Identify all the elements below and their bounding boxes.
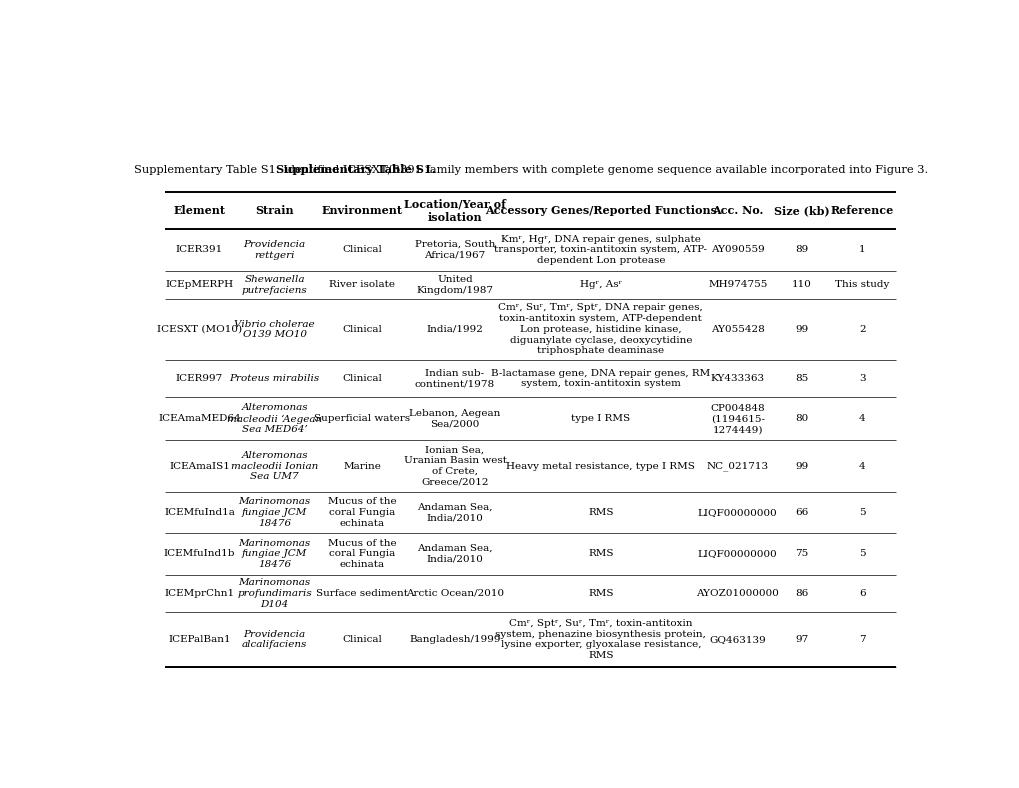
Text: 1: 1 [858, 245, 865, 255]
Text: Clinical: Clinical [342, 325, 382, 334]
Text: 7: 7 [858, 635, 865, 644]
Text: Marinomonas
fungiae JCM
18476: Marinomonas fungiae JCM 18476 [238, 539, 311, 569]
Text: ICEMfuInd1b: ICEMfuInd1b [163, 549, 235, 559]
Text: Clinical: Clinical [342, 635, 382, 644]
Text: 5: 5 [858, 549, 865, 559]
Text: MH974755: MH974755 [707, 281, 766, 289]
Text: Andaman Sea,
India/2010: Andaman Sea, India/2010 [417, 544, 492, 563]
Text: ICEMfuInd1a: ICEMfuInd1a [164, 508, 234, 517]
Text: LIQF00000000: LIQF00000000 [697, 508, 776, 517]
Text: ICESXT (MO10): ICESXT (MO10) [157, 325, 242, 334]
Text: 86: 86 [795, 589, 808, 598]
Text: Bangladesh/1999: Bangladesh/1999 [409, 635, 500, 644]
Text: Supplementary Table S1.: Supplementary Table S1. [275, 164, 435, 175]
Text: Providencia
rettgeri: Providencia rettgeri [244, 240, 306, 260]
Text: Reference: Reference [829, 205, 893, 216]
Text: Strain: Strain [255, 205, 293, 216]
Text: 4: 4 [858, 414, 865, 423]
Text: type I RMS: type I RMS [571, 414, 630, 423]
Text: River isolate: River isolate [329, 281, 395, 289]
Text: 97: 97 [795, 635, 808, 644]
Text: Marinomonas
fungiae JCM
18476: Marinomonas fungiae JCM 18476 [238, 497, 311, 528]
Text: 110: 110 [792, 281, 811, 289]
Text: RMS: RMS [587, 549, 612, 559]
Text: Size (kb): Size (kb) [773, 205, 829, 216]
Text: 3: 3 [858, 374, 865, 383]
Text: Proteus mirabilis: Proteus mirabilis [229, 374, 319, 383]
Text: Mucus of the
coral Fungia
echinata: Mucus of the coral Fungia echinata [328, 539, 396, 569]
Text: Heavy metal resistance, type I RMS: Heavy metal resistance, type I RMS [505, 462, 695, 470]
Text: ICEPalBan1: ICEPalBan1 [168, 635, 230, 644]
Text: 66: 66 [795, 508, 808, 517]
Text: Providencia
alcalifaciens: Providencia alcalifaciens [242, 630, 307, 649]
Text: AY055428: AY055428 [710, 325, 764, 334]
Text: Alteromonas
macleodii Ionian
Sea UM7: Alteromonas macleodii Ionian Sea UM7 [230, 451, 318, 481]
Text: Environment: Environment [321, 205, 403, 216]
Text: Kmʳ, Hgʳ, DNA repair genes, sulphate
transporter, toxin-antitoxin system, ATP-
d: Kmʳ, Hgʳ, DNA repair genes, sulphate tra… [494, 235, 706, 265]
Text: AY090559: AY090559 [710, 245, 764, 255]
Text: AYOZ01000000: AYOZ01000000 [696, 589, 779, 598]
Text: CP004848
(1194615-
1274449): CP004848 (1194615- 1274449) [709, 403, 764, 434]
Text: Surface sediment: Surface sediment [316, 589, 408, 598]
Text: ICEMprChn1: ICEMprChn1 [164, 589, 234, 598]
Text: Cmʳ, Sptʳ, Suʳ, Tmʳ, toxin-antitoxin
system, phenazine biosynthesis protein,
lys: Cmʳ, Sptʳ, Suʳ, Tmʳ, toxin-antitoxin sys… [495, 619, 705, 660]
Text: Location/Year of
isolation: Location/Year of isolation [404, 198, 505, 223]
Text: ICER997: ICER997 [175, 374, 223, 383]
Text: 75: 75 [795, 549, 808, 559]
Text: Mucus of the
coral Fungia
echinata: Mucus of the coral Fungia echinata [328, 497, 396, 528]
Text: ICEAmaIS1: ICEAmaIS1 [169, 462, 229, 470]
Text: Superficial waters: Superficial waters [314, 414, 410, 423]
Text: 5: 5 [858, 508, 865, 517]
Text: Vibrio cholerae
O139 MO10: Vibrio cholerae O139 MO10 [234, 319, 315, 340]
Text: India/1992: India/1992 [426, 325, 483, 334]
Text: ICEAmaMED64: ICEAmaMED64 [158, 414, 240, 423]
Text: Shewanella
putrefaciens: Shewanella putrefaciens [242, 275, 307, 295]
Text: Lebanon, Aegean
Sea/2000: Lebanon, Aegean Sea/2000 [409, 409, 500, 429]
Text: RMS: RMS [587, 589, 612, 598]
Text: Clinical: Clinical [342, 374, 382, 383]
Text: Supplementary Table S1. Identified ICESXT/R391 family members with complete geno: Supplementary Table S1. Identified ICESX… [133, 165, 927, 175]
Text: Clinical: Clinical [342, 245, 382, 255]
Text: KY433363: KY433363 [710, 374, 764, 383]
Text: ICER391: ICER391 [175, 245, 223, 255]
Text: Marine: Marine [343, 462, 381, 470]
Text: Arctic Ocean/2010: Arctic Ocean/2010 [406, 589, 503, 598]
Text: LIQF00000000: LIQF00000000 [697, 549, 776, 559]
Text: 99: 99 [795, 325, 808, 334]
Text: 6: 6 [858, 589, 865, 598]
Text: Indian sub-
continent/1978: Indian sub- continent/1978 [415, 369, 494, 388]
Text: Marinomonas
profundimaris
D104: Marinomonas profundimaris D104 [237, 578, 312, 608]
Text: 4: 4 [858, 462, 865, 470]
Text: This study: This study [835, 281, 889, 289]
Text: 2: 2 [858, 325, 865, 334]
Text: 89: 89 [795, 245, 808, 255]
Text: Hgʳ, Asʳ: Hgʳ, Asʳ [579, 281, 622, 289]
Text: Accessory Genes/Reported Functions: Accessory Genes/Reported Functions [484, 205, 716, 216]
Text: GQ463139: GQ463139 [708, 635, 765, 644]
Text: Element: Element [173, 205, 225, 216]
Text: Cmʳ, Suʳ, Tmʳ, Sptʳ, DNA repair genes,
toxin-antitoxin system, ATP-dependent
Lon: Cmʳ, Suʳ, Tmʳ, Sptʳ, DNA repair genes, t… [498, 303, 702, 355]
Text: NC_021713: NC_021713 [706, 461, 768, 471]
Text: Ionian Sea,
Uranian Basin west
of Crete,
Greece/2012: Ionian Sea, Uranian Basin west of Crete,… [404, 445, 506, 487]
Text: Pretoria, South
Africa/1967: Pretoria, South Africa/1967 [415, 240, 495, 260]
Text: United
Kingdom/1987: United Kingdom/1987 [416, 275, 493, 295]
Text: B-lactamase gene, DNA repair genes, RM
system, toxin-antitoxin system: B-lactamase gene, DNA repair genes, RM s… [491, 369, 709, 388]
Text: Acc. No.: Acc. No. [711, 205, 762, 216]
Text: 99: 99 [795, 462, 808, 470]
Text: ICEpMERPH: ICEpMERPH [165, 281, 233, 289]
Text: Alteromonas
macleodii ‘Aegean
Sea MED64’: Alteromonas macleodii ‘Aegean Sea MED64’ [227, 403, 322, 434]
Text: 85: 85 [795, 374, 808, 383]
Text: 80: 80 [795, 414, 808, 423]
Text: Andaman Sea,
India/2010: Andaman Sea, India/2010 [417, 503, 492, 522]
Text: RMS: RMS [587, 508, 612, 517]
